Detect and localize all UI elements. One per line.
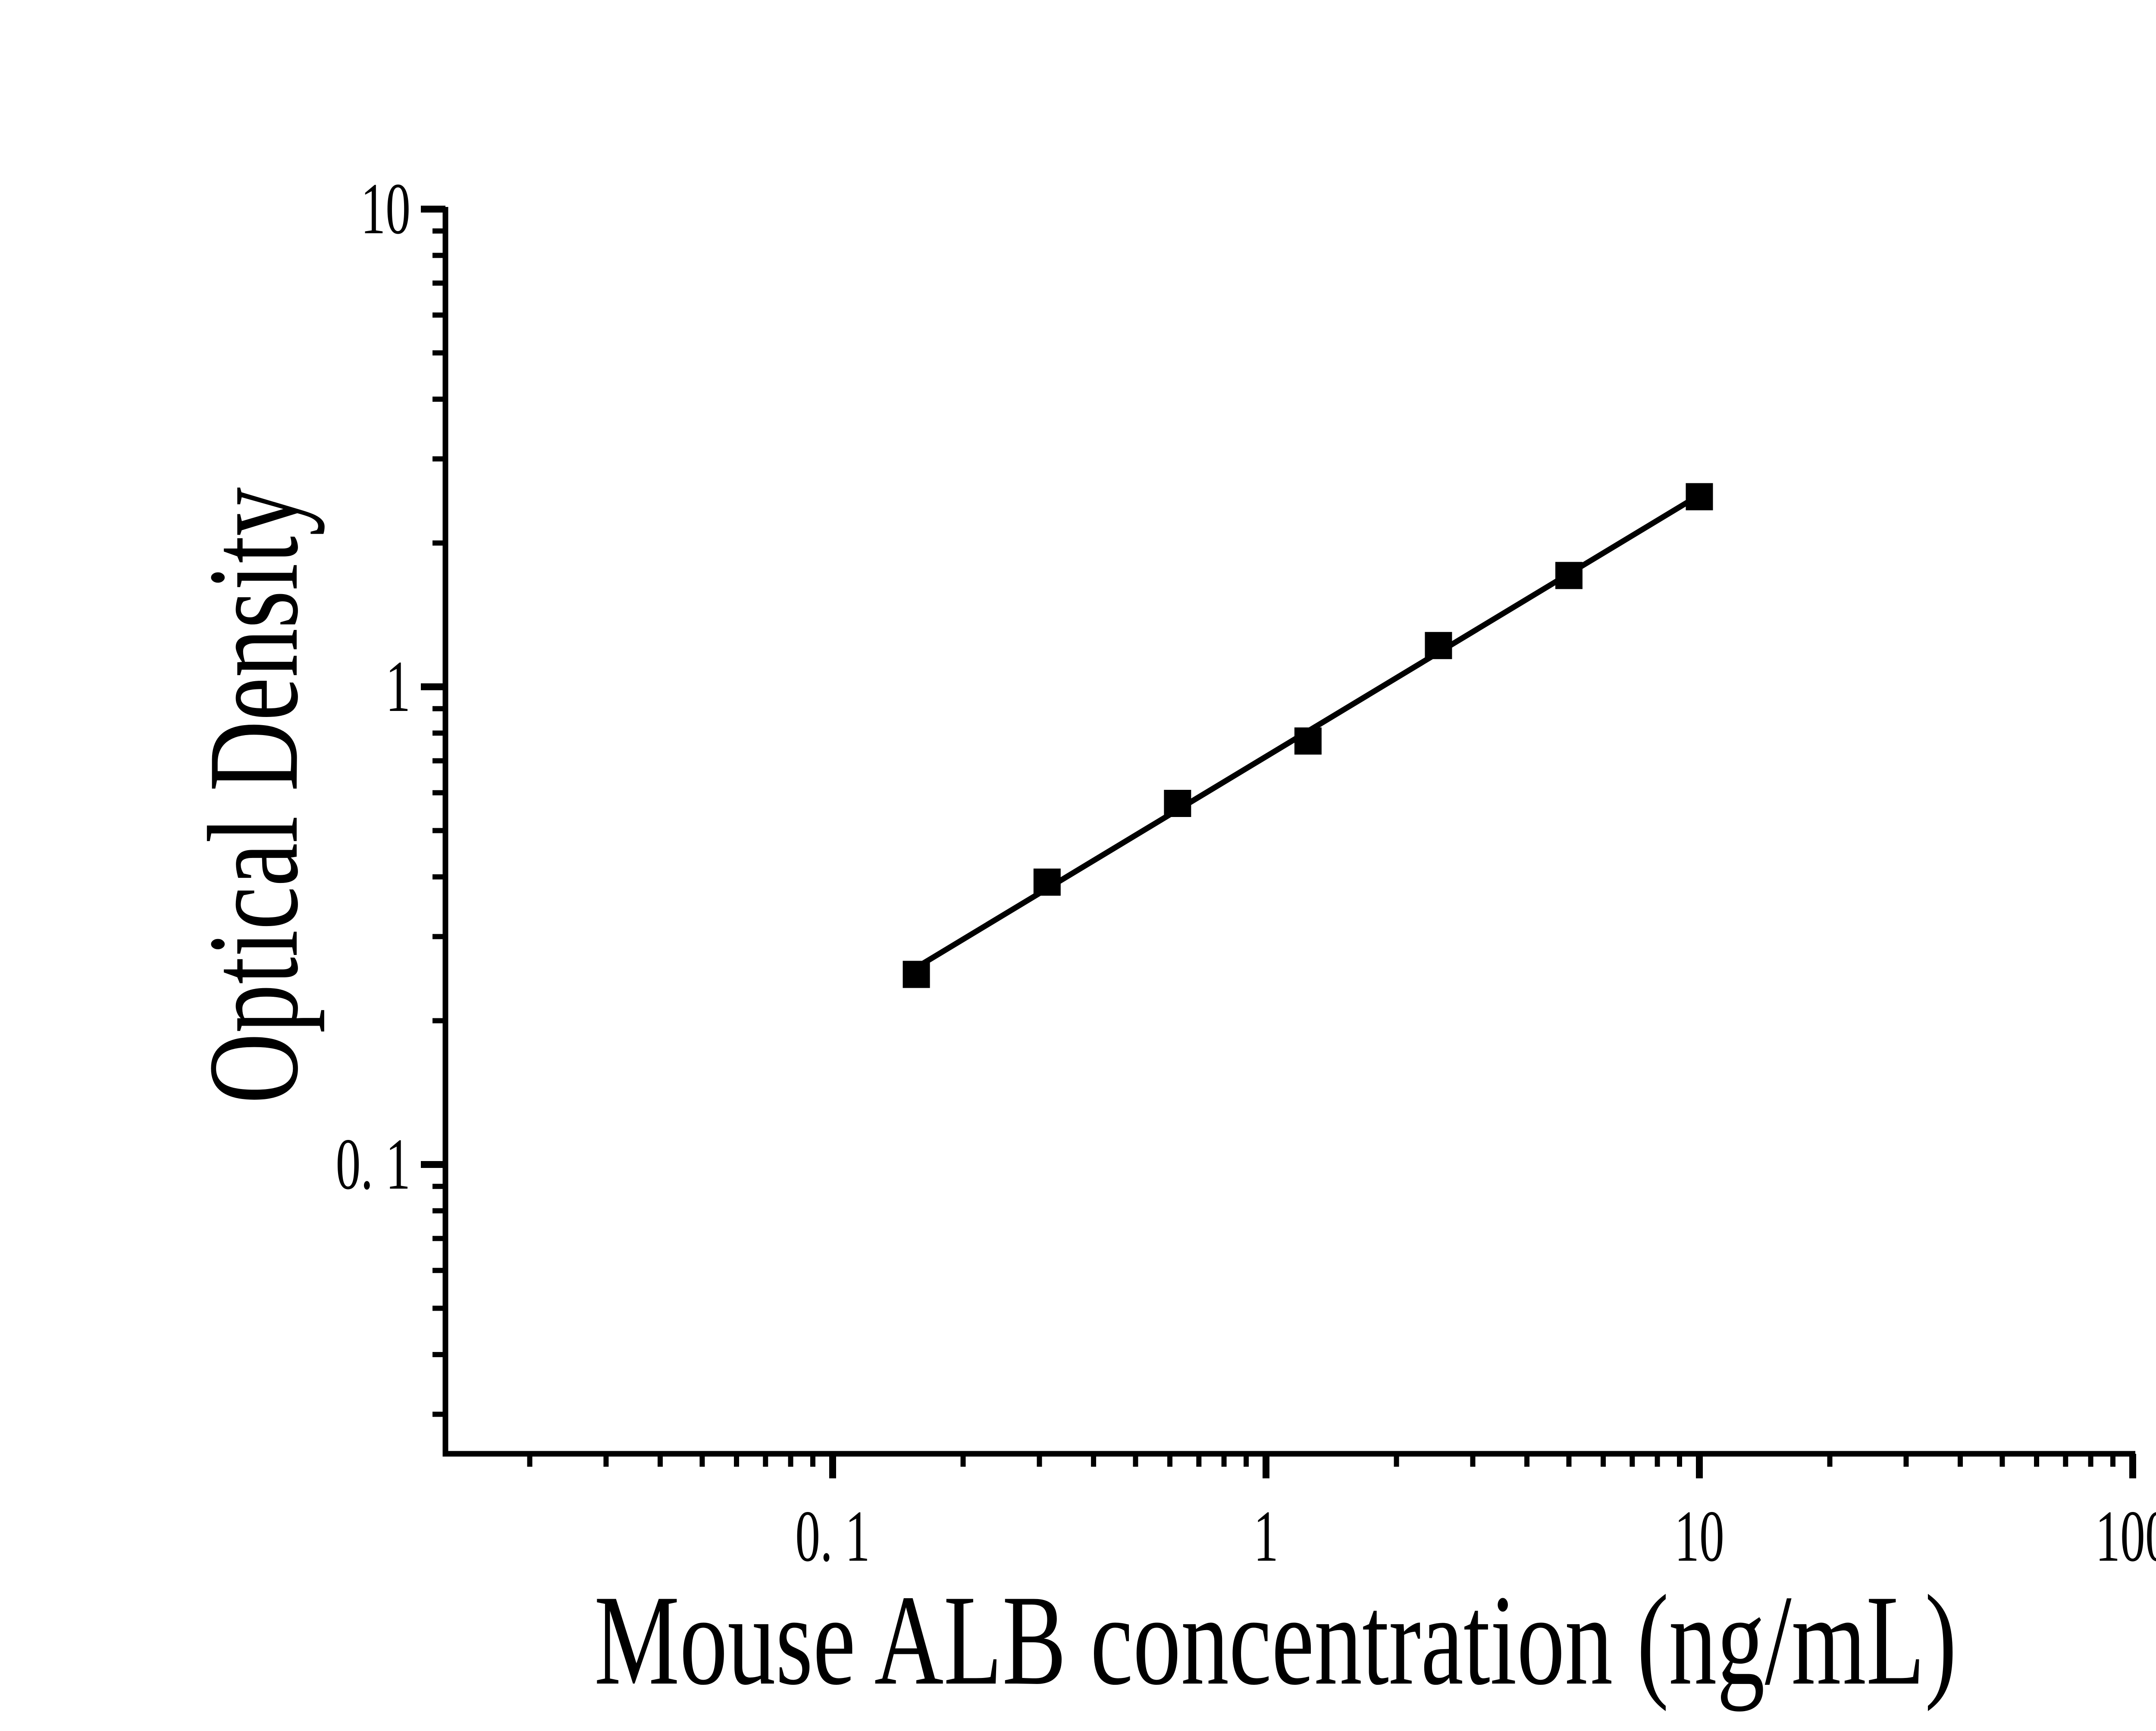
x-tick-label: 0. 1	[795, 1496, 870, 1577]
x-axis-title: Mouse ALB concentration (ng/mL)	[594, 1568, 1957, 1712]
data-point-marker	[1164, 789, 1191, 817]
x-axis-ticks	[527, 1454, 2136, 1478]
data-point-marker	[1294, 727, 1322, 755]
y-tick-label: 0. 1	[336, 1124, 411, 1205]
y-axis-ticks	[421, 206, 445, 1417]
x-tick-label: 100	[2095, 1496, 2156, 1577]
x-tick-label: 1	[1253, 1496, 1279, 1577]
x-tick-labels: 0. 1 1 10 100	[795, 1496, 2156, 1577]
data-point-marker	[903, 961, 930, 988]
y-tick-label: 10	[360, 168, 411, 249]
data-point-marker	[1686, 483, 1713, 510]
data-point-marker	[1425, 632, 1452, 659]
data-point-marker	[1033, 868, 1061, 896]
y-tick-labels: 10 1 0. 1	[336, 168, 411, 1205]
x-tick-label: 10	[1674, 1496, 1724, 1577]
data-point-marker	[1555, 562, 1583, 589]
y-axis-title: Optical Density	[182, 487, 325, 1104]
axis-frame	[442, 207, 2135, 1457]
y-tick-label: 1	[385, 646, 411, 727]
data-points	[903, 483, 1713, 988]
